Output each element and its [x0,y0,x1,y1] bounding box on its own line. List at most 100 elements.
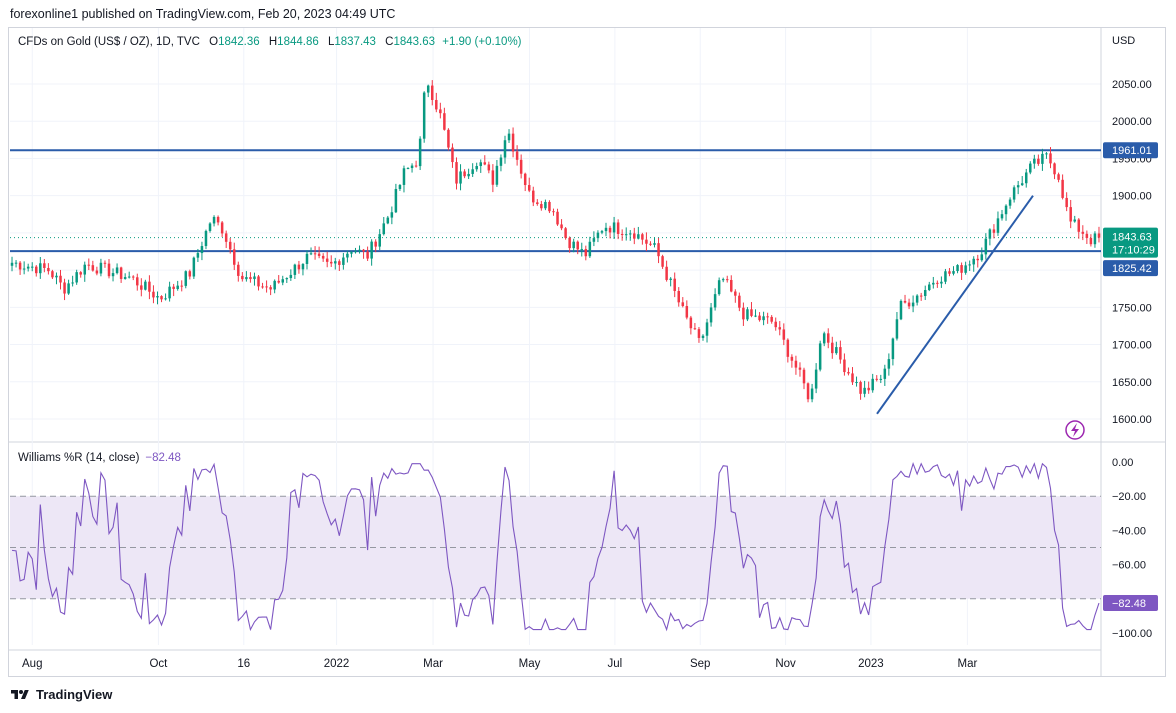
candle-body [99,262,103,274]
candle-body [802,369,806,384]
candle-body [418,138,422,167]
candle-body [1065,197,1068,208]
williams-legend[interactable]: Williams %R (14, close) −82.48 [18,452,181,464]
candle-body [220,222,224,234]
candle-body [338,261,341,265]
symbol-legend[interactable]: CFDs on Gold (US$ / OZ), 1D, TVC O1842.3… [18,36,522,48]
candle-body [523,173,527,186]
candle-body [778,327,782,330]
price-axis: 2050.002000.001950.001900.001850.001800.… [1112,79,1152,640]
candle-body [564,228,567,238]
williams-value-tag: −82.48 [1112,598,1146,610]
williams-tick-label: −100.00 [1112,628,1152,640]
candle-body [443,113,446,130]
candle-body [115,267,119,274]
candle-body [637,234,640,239]
candle-body [661,256,664,267]
candle-body [511,133,515,152]
candle-body [475,166,478,170]
candle-body [160,296,163,300]
candle-body [774,321,777,328]
candle-body [1004,205,1008,215]
symbol-name[interactable]: CFDs on Gold (US$ / OZ), 1D, TVC [18,36,200,48]
footer-brand[interactable]: TradingView [10,687,112,702]
time-tick-label: Sep [690,658,710,670]
candle-body [980,254,984,261]
candle-body [527,185,531,191]
price-tick-label: 1650.00 [1112,377,1152,389]
candle-body [822,333,826,344]
candle-body [398,184,402,189]
candle-body [717,280,721,295]
candle-body [136,277,139,286]
candle-body [208,223,212,231]
candle-body [972,258,975,265]
time-tick-label: Aug [22,658,42,670]
candle-body [71,282,74,284]
candle-body [140,285,143,290]
candle-body [366,251,369,259]
candle-body [685,306,689,318]
candle-body [30,266,34,268]
candle-body [370,241,373,259]
candle-body [1089,237,1093,245]
low-label: L [327,36,335,48]
candle-body [273,280,276,290]
candle-body [608,227,612,233]
price-tick-label: 1750.00 [1112,302,1152,314]
candle-body [814,369,818,389]
candle-body [960,265,963,273]
candle-body [309,253,313,255]
candle-body [487,164,491,171]
candle-body [374,241,377,247]
candle-body [507,133,511,141]
williams-title[interactable]: Williams %R (14, close) [18,452,140,464]
candle-body [410,165,414,169]
candle-body [867,387,870,391]
candle-body [1000,214,1004,219]
level-tag-upper-bg [1103,142,1158,159]
candle-body [701,335,705,338]
candle-body [742,307,745,320]
candle-body [746,309,749,320]
currency-label[interactable]: USD [1112,35,1136,47]
candle-body [447,129,450,148]
candle-body [426,85,430,93]
countdown-tag: 17:10:29 [1112,245,1155,257]
candle-body [831,342,834,354]
williams-band [10,495,1101,600]
candle-body [111,273,115,277]
level-tag-upper: 1961.01 [1112,145,1152,157]
candle-body [249,277,252,280]
candle-body [156,296,159,298]
candle-body [228,241,232,250]
price-tick-label: 1700.00 [1112,340,1152,352]
candle-body [463,171,466,177]
candle-body [233,249,236,265]
candle-body [560,224,563,229]
candle-body [14,262,18,264]
candle-body [495,165,499,185]
candle-body [79,272,82,275]
candle-body [891,338,895,360]
candle-body [835,347,838,354]
candle-body [406,168,410,170]
candle-body [580,249,584,251]
candle-body [317,253,321,256]
candle-body [382,223,386,235]
williams-tick-label: 0.00 [1112,457,1133,469]
candle-body [479,162,482,167]
candle-body [721,279,725,281]
candle-body [1085,233,1089,238]
candle-body [18,262,22,270]
candle-body [915,295,919,303]
candle-body [241,275,244,280]
williams-tick-label: −60.00 [1112,560,1146,572]
candle-body [224,233,228,242]
candle-body [883,368,887,379]
candle-body [629,233,632,235]
lightning-icon[interactable] [1065,420,1085,440]
candle-body [923,290,927,297]
